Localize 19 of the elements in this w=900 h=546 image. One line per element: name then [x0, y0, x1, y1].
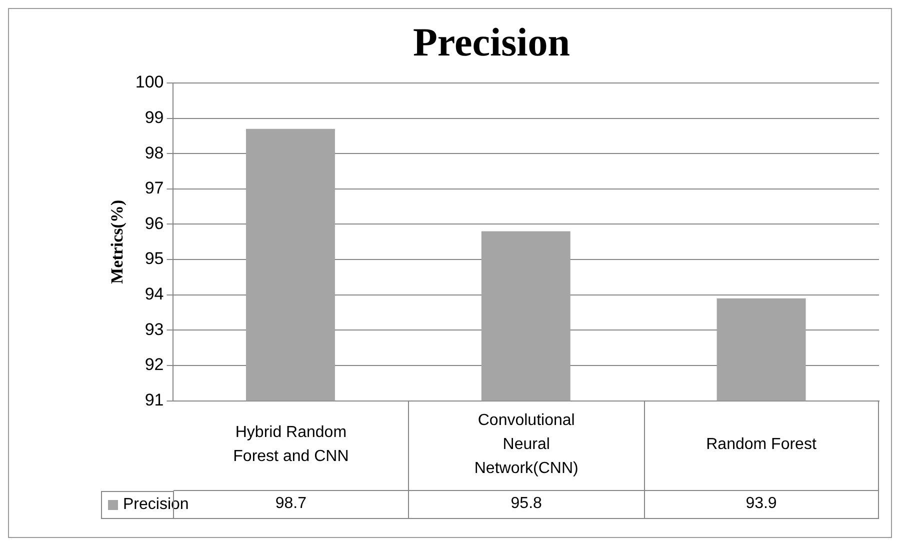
- y-tick-label: 92: [144, 355, 164, 374]
- y-tick-label: 96: [144, 214, 164, 233]
- y-tick-label: 95: [144, 249, 164, 268]
- y-tick-label: 93: [144, 320, 164, 339]
- data-label: 95.8: [408, 490, 644, 519]
- chart-title: Precision: [412, 19, 570, 64]
- x-tick-label: Convolutional Neural Network(CNN): [408, 400, 644, 491]
- y-tick-label: 97: [144, 178, 164, 198]
- y-axis-title: Metrics(%): [108, 200, 127, 284]
- data-label: 93.9: [644, 490, 879, 519]
- x-tick-label: Hybrid Random Forest and CNN: [172, 400, 408, 491]
- x-tick-label: Random Forest: [644, 400, 879, 491]
- y-tick-label: 98: [144, 143, 164, 162]
- y-tick-label: 94: [144, 284, 164, 304]
- y-tick-label: 91: [144, 390, 164, 410]
- data-label: 98.7: [275, 495, 307, 512]
- y-tick-label: 100: [135, 72, 164, 92]
- legend-label: Precision: [123, 496, 189, 514]
- y-tick-label: 99: [144, 108, 164, 127]
